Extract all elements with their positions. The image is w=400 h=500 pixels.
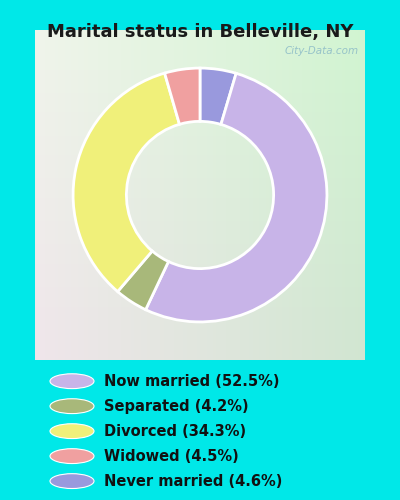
Wedge shape <box>146 74 327 322</box>
Wedge shape <box>118 251 168 310</box>
Circle shape <box>50 374 94 388</box>
Wedge shape <box>73 73 180 292</box>
Text: Widowed (4.5%): Widowed (4.5%) <box>104 448 239 464</box>
Text: City-Data.com: City-Data.com <box>284 46 358 56</box>
Circle shape <box>50 424 94 438</box>
Wedge shape <box>200 68 236 124</box>
Text: Divorced (34.3%): Divorced (34.3%) <box>104 424 246 438</box>
Circle shape <box>50 474 94 488</box>
Text: Now married (52.5%): Now married (52.5%) <box>104 374 280 388</box>
Circle shape <box>50 448 94 464</box>
Text: Never married (4.6%): Never married (4.6%) <box>104 474 282 488</box>
Text: Separated (4.2%): Separated (4.2%) <box>104 398 249 413</box>
Wedge shape <box>165 68 200 124</box>
Text: Marital status in Belleville, NY: Marital status in Belleville, NY <box>47 22 353 40</box>
Circle shape <box>50 399 94 413</box>
